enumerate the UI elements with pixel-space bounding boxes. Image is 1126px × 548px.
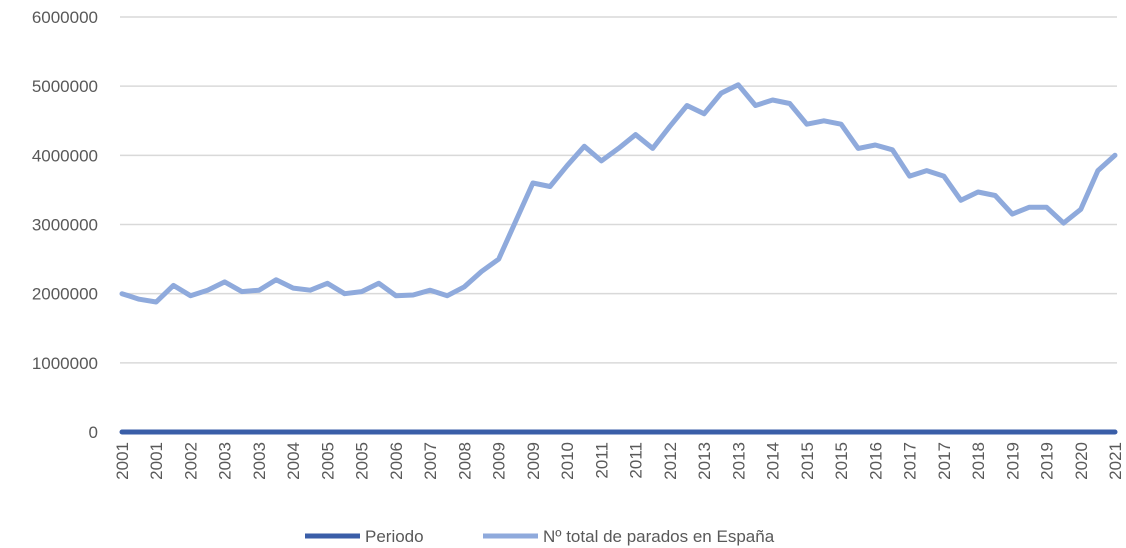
x-tick-label: 2010 [558, 442, 577, 480]
x-tick-label: 2013 [729, 442, 748, 480]
x-tick-label: 2006 [387, 442, 406, 480]
x-tick-label: 2016 [866, 442, 885, 480]
x-tick-label: 2007 [421, 442, 440, 480]
x-tick-label: 2015 [798, 442, 817, 480]
x-tick-label: 2003 [216, 442, 235, 480]
x-tick-label: 2011 [592, 442, 611, 479]
x-tick-label: 2009 [490, 442, 509, 480]
x-tick-label: 2009 [524, 442, 543, 480]
series-line [119, 82, 1118, 305]
x-tick-label: 2019 [1003, 442, 1022, 480]
x-tick-label: 2014 [764, 442, 783, 480]
x-tick-label: 2018 [969, 442, 988, 480]
x-tick-label: 2004 [284, 442, 303, 480]
x-tick-label: 2001 [147, 442, 166, 480]
x-tick-label: 2005 [353, 442, 372, 480]
x-tick-label: 2015 [832, 442, 851, 480]
x-tick-label: 2012 [661, 442, 680, 480]
y-tick-label: 1000000 [32, 354, 98, 373]
x-tick-label: 2003 [250, 442, 269, 480]
x-tick-label: 2021 [1106, 442, 1125, 480]
x-tick-label: 2017 [935, 442, 954, 480]
x-tick-label: 2017 [901, 442, 920, 480]
x-tick-label: 2011 [627, 442, 646, 479]
x-tick-label: 2008 [455, 442, 474, 480]
x-tick-label: 2002 [181, 442, 200, 480]
x-tick-label: 2019 [1038, 442, 1057, 480]
x-tick-label: 2001 [113, 442, 132, 480]
legend-label: Nº total de parados en España [543, 527, 775, 546]
x-tick-label: 2020 [1072, 442, 1091, 480]
x-tick-label: 2005 [318, 442, 337, 480]
y-tick-label: 0 [89, 423, 98, 442]
y-tick-label: 5000000 [32, 77, 98, 96]
y-tick-label: 2000000 [32, 285, 98, 304]
legend-label: Periodo [365, 527, 424, 546]
y-tick-label: 6000000 [32, 8, 98, 27]
x-tick-label: 2013 [695, 442, 714, 480]
y-tick-label: 4000000 [32, 146, 98, 165]
y-tick-label: 3000000 [32, 216, 98, 235]
